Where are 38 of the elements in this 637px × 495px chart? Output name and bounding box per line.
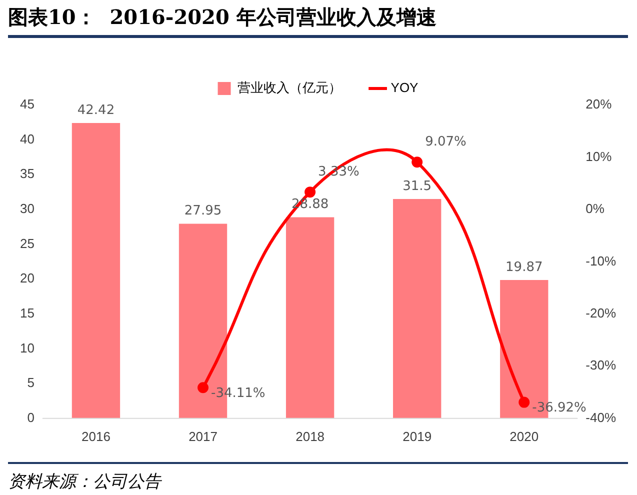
- data-label: 9.07%: [425, 134, 466, 150]
- bar: [286, 217, 334, 418]
- y-tick-label: 30: [20, 201, 34, 216]
- x-tick-label: 2016: [82, 428, 110, 444]
- y2-tick-label: -10%: [586, 253, 616, 268]
- y-tick-label: 5: [27, 375, 34, 390]
- y2-tick-label: -40%: [586, 410, 616, 425]
- chart-title: 图表10： 2016-2020 年公司营业收入及增速: [8, 4, 628, 38]
- point: [412, 156, 423, 168]
- bar: [393, 199, 442, 418]
- y-tick-label: 0: [27, 410, 34, 425]
- legend-label: YOY: [390, 80, 419, 96]
- y2-tick-label: -20%: [586, 306, 616, 321]
- x-tick-label: 2020: [510, 428, 539, 444]
- data-label: 42.42: [77, 102, 115, 118]
- x-tick-label: 2017: [188, 428, 218, 444]
- y-tick-label: 20: [20, 270, 34, 286]
- y-tick-label: 25: [20, 236, 34, 251]
- data-label: 31.5: [402, 178, 432, 194]
- point: [518, 396, 530, 408]
- y-tick-label: 35: [20, 166, 34, 182]
- y2-tick-label: 10%: [586, 148, 612, 164]
- data-label: 27.95: [184, 204, 222, 219]
- x-tick-label: 2019: [402, 428, 432, 444]
- text: 资料来源：公司公告: [8, 462, 628, 493]
- y-tick-label: 10: [20, 340, 34, 356]
- y-tick-label: 45: [20, 96, 34, 112]
- point: [198, 382, 209, 394]
- bar: [72, 122, 120, 418]
- data-label: 19.87: [506, 260, 543, 275]
- x-tick-label: 2018: [296, 428, 325, 444]
- legend-label: 营业收入（亿元）: [237, 80, 342, 96]
- y2-tick-label: 0%: [586, 201, 605, 216]
- y2-tick-label: 20%: [586, 96, 612, 112]
- y-tick-label: 15: [20, 306, 34, 321]
- y2-tick-label: -30%: [586, 358, 616, 373]
- point: [304, 186, 316, 198]
- y-tick-label: 40: [20, 131, 34, 146]
